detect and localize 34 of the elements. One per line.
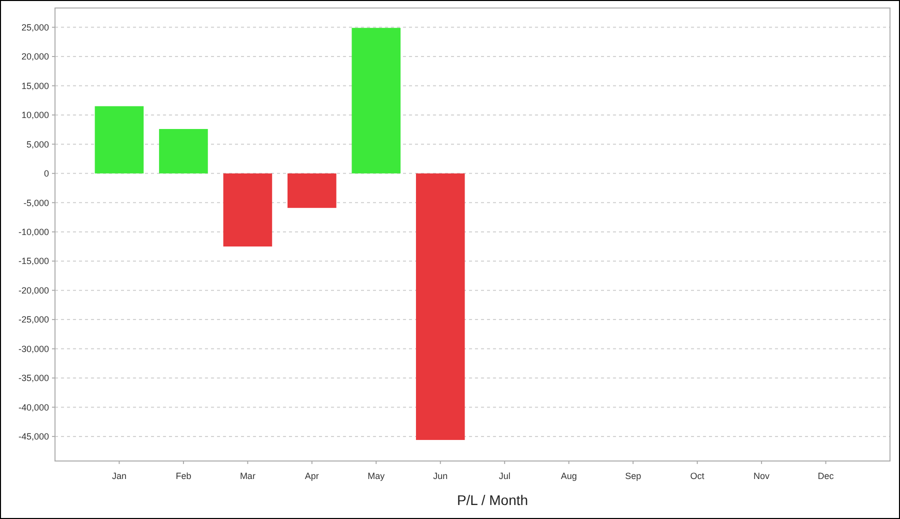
x-tick-label: Oct — [690, 471, 705, 481]
y-tick-label: 20,000 — [21, 52, 49, 62]
bar — [94, 106, 144, 174]
x-tick-label: Jun — [433, 471, 448, 481]
x-tick-label: May — [368, 471, 386, 481]
y-tick-label: -45,000 — [18, 432, 49, 442]
y-tick-label: -20,000 — [18, 285, 49, 296]
bar — [288, 173, 336, 208]
bar — [159, 128, 208, 174]
bar — [352, 28, 401, 174]
y-tick-label: 15,000 — [21, 80, 49, 91]
y-tick-label: -15,000 — [18, 256, 49, 266]
y-tick-label: -40,000 — [18, 402, 49, 412]
y-tick-label: -30,000 — [18, 344, 49, 354]
y-tick-label: -35,000 — [18, 373, 49, 384]
y-tick-label: -5,000 — [23, 198, 49, 208]
bar — [223, 173, 272, 246]
y-tick-label: -25,000 — [18, 314, 49, 325]
y-tick-label: 5,000 — [26, 139, 49, 150]
x-tick-label: Dec — [818, 471, 834, 481]
y-tick-label: 25,000 — [21, 22, 49, 32]
x-tick-label: Mar — [240, 471, 256, 481]
y-tick-label: 0 — [44, 168, 49, 179]
x-axis-title: P/L / Month — [456, 492, 528, 508]
bar — [416, 173, 465, 440]
x-tick-label: Sep — [625, 471, 642, 481]
x-tick-label: Jan — [112, 471, 126, 481]
x-tick-label: Jul — [498, 471, 510, 481]
y-tick-label: 10,000 — [21, 110, 49, 120]
x-tick-label: Feb — [176, 471, 192, 481]
x-tick-label: Apr — [304, 471, 319, 481]
x-tick-label: Nov — [754, 471, 770, 481]
y-tick-label: -10,000 — [18, 227, 49, 238]
x-tick-label: Aug — [560, 471, 577, 481]
